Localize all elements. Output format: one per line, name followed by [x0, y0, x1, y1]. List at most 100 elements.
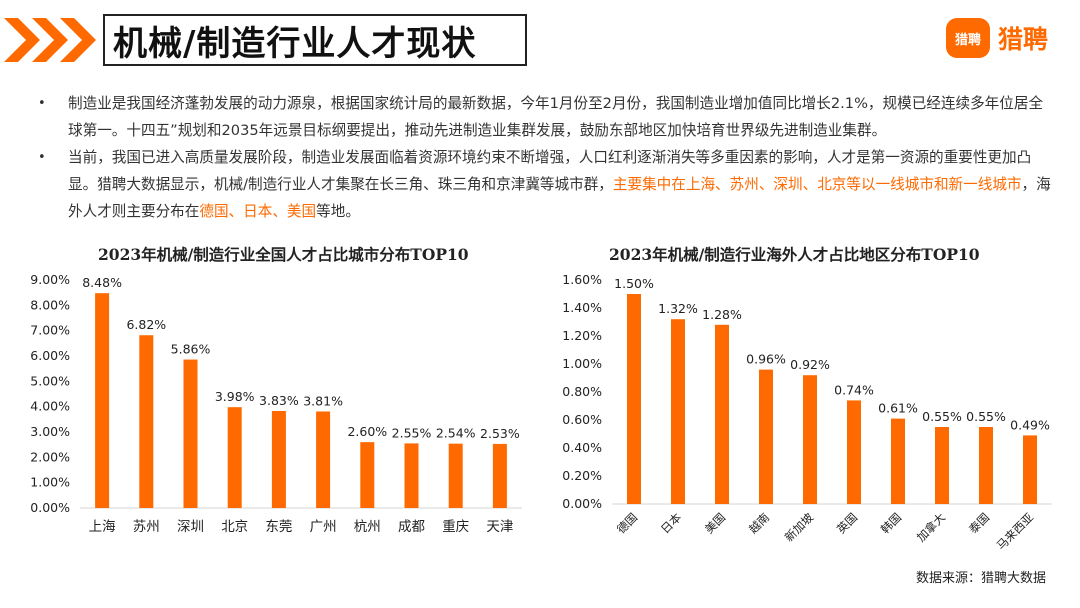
highlight-cities: 主要集中在上海、苏州、深圳、北京等以一线城市和新一线城市	[612, 176, 1022, 193]
bar	[891, 418, 905, 504]
category-label: 韩国	[878, 510, 904, 536]
chart-title-overseas: 2023年机械/制造行业海外人才占比地区分布TOP10	[609, 245, 980, 264]
y-tick-label: 0.20%	[562, 468, 602, 483]
y-tick-label: 0.00%	[562, 496, 602, 511]
data-label: 3.81%	[303, 393, 343, 408]
category-label: 新加坡	[782, 510, 817, 545]
category-label: 成都	[398, 519, 425, 535]
category-label: 泰国	[966, 510, 992, 536]
bullet-text: 当前，我国已进入高质量发展阶段，制造业发展面临着资源环境约束不断增强，人口红利逐…	[68, 149, 1032, 193]
y-tick-label: 0.40%	[562, 440, 602, 455]
category-label: 日本	[658, 510, 685, 537]
data-label: 0.96%	[746, 352, 786, 367]
category-label: 加拿大	[914, 510, 949, 545]
bar	[183, 359, 198, 508]
page-title-box: 机械/制造行业人才现状	[103, 14, 527, 66]
y-tick-label: 6.00%	[30, 348, 70, 363]
bar	[95, 293, 110, 508]
data-label: 3.83%	[259, 393, 299, 408]
bar	[715, 324, 729, 504]
bar	[227, 407, 242, 508]
data-label: 2.60%	[347, 424, 387, 439]
bullet-list: 制造业是我国经济蓬勃发展的动力源泉，根据国家统计局的最新数据，今年1月份至2月份…	[38, 90, 1053, 225]
category-label: 英国	[834, 510, 860, 536]
bar-chart-cities: 0.00% 1.00% 2.00% 3.00% 4.00% 5.00% 6.00% 7.00%…	[30, 272, 522, 535]
data-label: 2.55%	[392, 425, 432, 440]
bar	[759, 369, 773, 504]
y-tick-label: 5.00%	[30, 373, 70, 388]
chart-title-cities: 2023年机械/制造行业全国人才占比城市分布TOP10	[98, 245, 469, 264]
category-label: 越南	[746, 510, 772, 536]
bullet-text: ，海外人才则主要分布在	[68, 176, 1051, 220]
y-tick-label: 3.00%	[30, 424, 70, 439]
category-label: 苏州	[133, 519, 160, 535]
y-tick-label: 1.40%	[562, 300, 602, 315]
data-label: 0.55%	[966, 409, 1006, 424]
bar	[448, 443, 463, 508]
bar	[803, 375, 817, 504]
y-tick-label: 4.00%	[30, 399, 70, 414]
y-tick-label: 7.00%	[30, 323, 70, 338]
y-tick-label: 0.80%	[562, 384, 602, 399]
highlight-countries: 德国、日本、美国	[199, 203, 317, 220]
category-label: 重庆	[442, 519, 469, 535]
data-label: 0.61%	[878, 401, 918, 416]
data-label: 6.82%	[126, 317, 166, 332]
bullet-item-2: 当前，我国已进入高质量发展阶段，制造业发展面临着资源环境约束不断增强，人口红利逐…	[38, 144, 1053, 225]
category-label: 北京	[221, 519, 248, 535]
category-label: 德国	[614, 510, 640, 536]
bar	[935, 427, 949, 504]
category-label: 天津	[486, 519, 513, 535]
chevron-arrows-icon	[4, 18, 96, 62]
data-label: 0.92%	[790, 357, 830, 372]
data-label: 1.32%	[658, 301, 698, 316]
y-tick-label: 1.20%	[562, 328, 602, 343]
bar	[271, 410, 286, 508]
data-label: 2.53%	[480, 426, 520, 441]
y-tick-label: 1.00%	[562, 356, 602, 371]
bullet-text: 等地。	[316, 203, 360, 220]
logo-text: 猎聘	[998, 25, 1049, 54]
logo-badge-icon: 猎聘	[946, 18, 990, 58]
data-label: 5.86%	[171, 342, 211, 357]
data-label: 2.54%	[436, 426, 476, 441]
category-label: 广州	[310, 519, 337, 535]
data-label: 0.49%	[1010, 417, 1050, 432]
bar	[847, 400, 861, 504]
bar-chart-overseas: 0.00% 0.20% 0.40% 0.60% 0.80% 1.00% 1.20% 1.40%…	[562, 272, 1052, 553]
category-label: 杭州	[354, 519, 381, 535]
category-label: 深圳	[177, 519, 204, 535]
y-tick-label: 8.00%	[30, 297, 70, 312]
data-label: 0.74%	[834, 382, 874, 397]
bar	[316, 411, 331, 508]
data-label: 8.48%	[82, 275, 122, 290]
bar	[360, 442, 375, 508]
bullet-item-1: 制造业是我国经济蓬勃发展的动力源泉，根据国家统计局的最新数据，今年1月份至2月份…	[38, 90, 1053, 144]
bullet-text: 制造业是我国经济蓬勃发展的动力源泉，根据国家统计局的最新数据，今年1月份至2月份…	[68, 95, 1044, 139]
data-source: 数据来源：猎聘大数据	[915, 571, 1046, 586]
data-label: 3.98%	[215, 389, 255, 404]
bar	[1023, 435, 1037, 504]
header: 机械/制造行业人才现状 猎聘 猎聘	[0, 0, 1080, 80]
bar	[492, 443, 507, 508]
y-tick-label: 9.00%	[30, 272, 70, 287]
y-tick-label: 2.00%	[30, 449, 70, 464]
bar	[404, 443, 419, 508]
data-label: 0.55%	[922, 409, 962, 424]
category-label: 上海	[89, 519, 116, 535]
bar	[979, 427, 993, 504]
y-tick-label: 0.00%	[30, 500, 70, 515]
category-label: 东莞	[265, 519, 292, 535]
y-tick-label: 1.00%	[30, 475, 70, 490]
y-tick-label: 0.60%	[562, 412, 602, 427]
category-label: 美国	[702, 510, 728, 536]
data-label: 1.50%	[614, 276, 654, 291]
page-title: 机械/制造行业人才现状	[113, 23, 477, 64]
category-label: 马来西亚	[994, 510, 1036, 552]
bar	[627, 294, 641, 504]
y-tick-label: 1.60%	[562, 272, 602, 287]
bar	[671, 319, 685, 504]
data-label: 1.28%	[702, 307, 742, 322]
bar	[139, 335, 154, 508]
brand-logo: 猎聘 猎聘	[946, 18, 1048, 58]
